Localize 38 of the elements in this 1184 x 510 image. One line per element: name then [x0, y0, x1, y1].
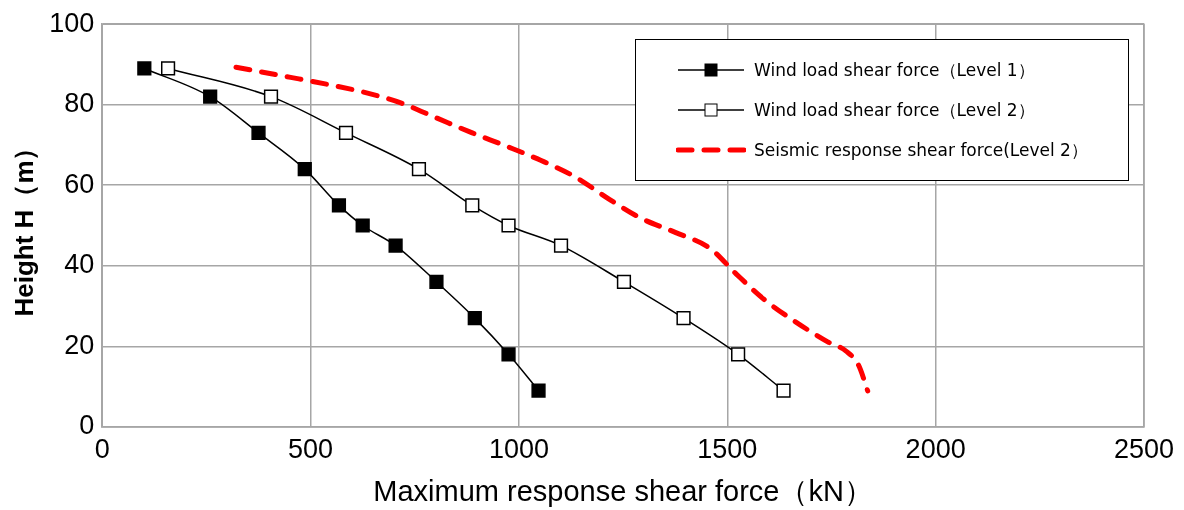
point	[553, 238, 569, 253]
point	[467, 310, 482, 326]
point	[501, 218, 516, 233]
x-tick-label: 2000	[905, 434, 966, 465]
legend-label: Wind load shear force（Level 2）	[754, 98, 1035, 122]
point	[297, 162, 312, 177]
x-tick-label: 1000	[488, 434, 549, 465]
point	[429, 274, 444, 289]
point	[731, 347, 746, 362]
y-tick-label: 0	[79, 410, 95, 441]
y-tick-label: 60	[64, 168, 95, 199]
x-tick-label: 2500	[1113, 434, 1175, 465]
point	[331, 198, 347, 213]
y-tick-label: 80	[64, 88, 95, 119]
point	[465, 198, 480, 213]
point	[203, 89, 218, 104]
point	[137, 61, 152, 76]
x-tick-label: 500	[288, 434, 334, 465]
y-tick-label: 40	[64, 249, 95, 280]
point	[263, 89, 279, 104]
x-axis-title: Maximum response shear force（kN）	[373, 474, 873, 507]
point	[160, 61, 176, 76]
point	[501, 347, 516, 362]
point	[338, 125, 354, 141]
y-tick-label: 20	[64, 329, 95, 360]
x-tick-label: 1500	[697, 434, 758, 465]
y-tick-label: 100	[49, 7, 95, 38]
point	[676, 310, 691, 326]
point	[355, 218, 370, 233]
point	[616, 274, 632, 289]
point	[251, 125, 266, 141]
point	[388, 238, 403, 253]
legend-label: Wind load shear force（Level 1）	[754, 58, 1035, 82]
point	[531, 383, 546, 398]
point	[776, 383, 791, 398]
legend-label: Seismic response shear force(Level 2）	[754, 138, 1088, 162]
y-axis-title: Height H（m）	[8, 134, 39, 317]
point	[411, 162, 427, 177]
